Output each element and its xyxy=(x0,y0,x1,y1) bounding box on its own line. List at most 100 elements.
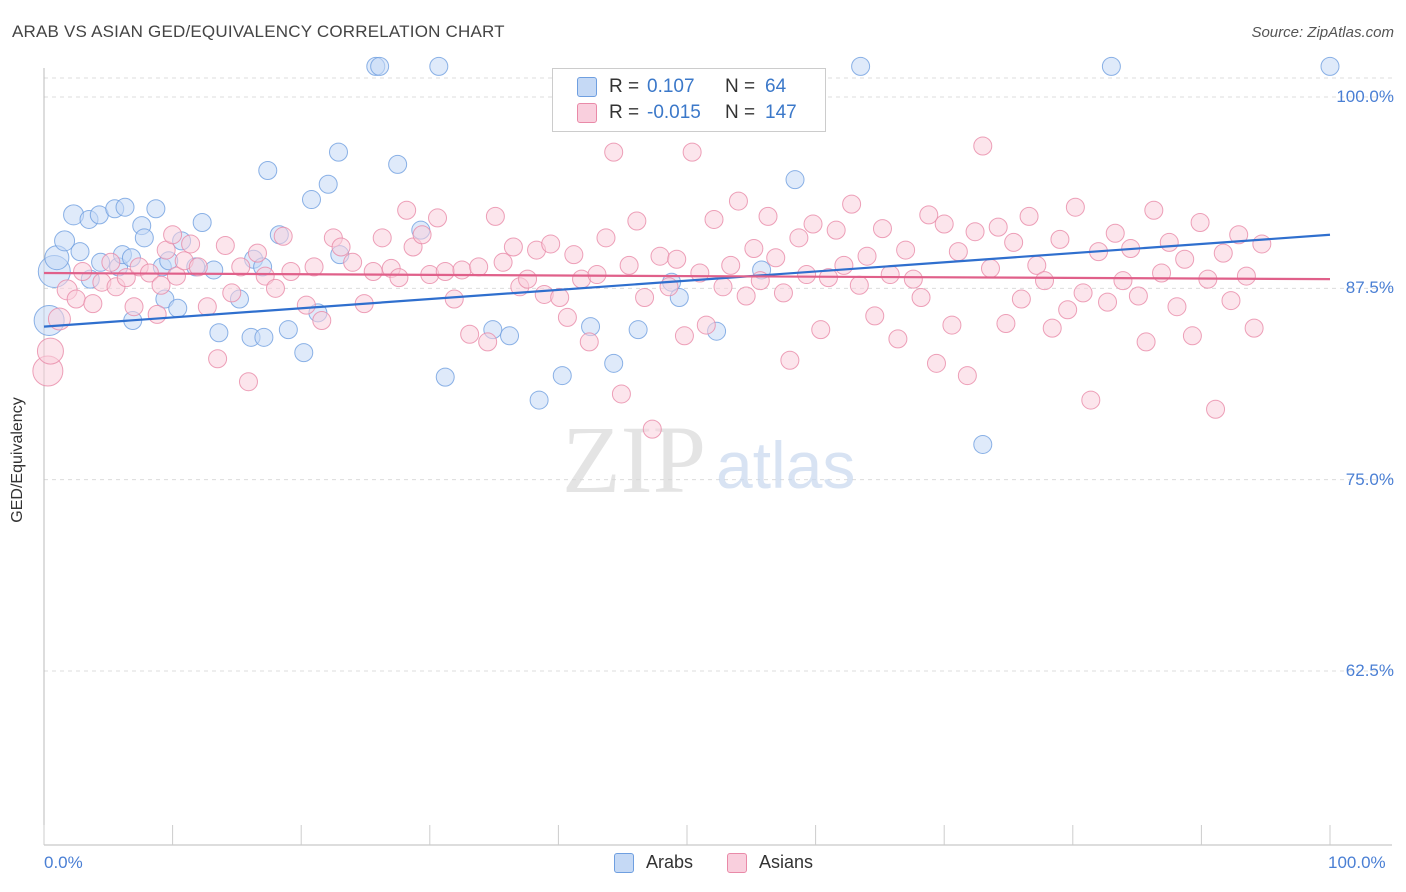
legend-swatch-asians xyxy=(577,103,597,123)
point-asians xyxy=(1073,283,1093,303)
y-tick-label: 100.0% xyxy=(1336,87,1394,106)
point-asians xyxy=(1144,200,1164,220)
point-asians xyxy=(713,277,733,297)
point-arabs xyxy=(278,320,298,340)
point-asians xyxy=(550,288,570,308)
point-asians xyxy=(1213,243,1233,263)
point-asians xyxy=(238,372,258,392)
point-asians xyxy=(903,269,923,289)
point-asians xyxy=(948,242,968,262)
point-asians xyxy=(667,249,687,269)
point-asians xyxy=(744,239,764,259)
point-asians xyxy=(704,209,724,229)
point-arabs xyxy=(294,343,314,363)
trend-lines xyxy=(43,233,1331,328)
y-tick-label: 75.0% xyxy=(1345,469,1394,489)
point-asians xyxy=(312,310,332,330)
watermark-atlas: atlas xyxy=(716,428,855,502)
point-asians xyxy=(372,228,392,248)
point-arabs xyxy=(500,326,520,346)
point-asians xyxy=(1098,292,1118,312)
point-asians xyxy=(564,245,584,265)
point-asians xyxy=(872,219,892,239)
point-asians xyxy=(1244,318,1264,338)
point-asians xyxy=(1050,229,1070,249)
legend-swatch-asians xyxy=(727,852,748,873)
point-asians xyxy=(304,257,324,277)
legend-swatch-arabs xyxy=(614,852,634,873)
point-asians xyxy=(1042,318,1062,338)
point-asians xyxy=(518,269,538,289)
x-tick-label-min: 0.0% xyxy=(44,853,83,872)
point-asians xyxy=(73,261,93,281)
point-asians xyxy=(988,217,1008,237)
point-asians xyxy=(934,214,954,234)
point-asians xyxy=(803,214,823,234)
legend-label-arabs: Arabs xyxy=(646,852,694,872)
point-asians xyxy=(478,332,498,352)
point-asians xyxy=(181,234,201,254)
point-asians xyxy=(1128,286,1148,306)
point-arabs xyxy=(209,323,229,343)
point-asians xyxy=(231,257,251,277)
trend-line-arabs xyxy=(43,233,1331,328)
point-arabs xyxy=(604,353,624,373)
point-asians xyxy=(1229,225,1249,245)
point-asians xyxy=(166,266,186,286)
point-asians xyxy=(1175,249,1195,269)
trend-line-asians xyxy=(43,271,1331,281)
point-asians xyxy=(435,261,455,281)
point-asians xyxy=(265,278,285,298)
point-asians xyxy=(255,266,275,286)
point-asians xyxy=(1004,232,1024,252)
point-asians xyxy=(389,268,409,288)
point-asians xyxy=(721,255,741,275)
point-asians xyxy=(247,243,267,263)
source-label: Source: ZipAtlas.com xyxy=(1251,24,1394,41)
legend-item-arabs[interactable]: Arabs xyxy=(614,852,693,873)
point-asians xyxy=(1105,223,1125,243)
point-arabs xyxy=(429,56,449,76)
point-asians xyxy=(66,289,86,309)
legend-r-value: 0.107 xyxy=(647,76,695,97)
point-arabs xyxy=(168,298,188,318)
point-asians xyxy=(1167,297,1187,317)
legend-r-value: -0.015 xyxy=(647,102,701,123)
point-asians xyxy=(281,261,301,281)
y-tick-label: 62.5% xyxy=(1345,661,1394,680)
point-asians xyxy=(1019,206,1039,226)
point-arabs xyxy=(370,56,390,76)
chart-title: ARAB VS ASIAN GED/EQUIVALENCY CORRELATIO… xyxy=(12,22,505,41)
legend-r-label: R = xyxy=(609,102,640,123)
legend-label-asians: Asians xyxy=(759,852,814,872)
point-arabs xyxy=(204,260,224,280)
point-arabs xyxy=(258,160,278,180)
point-arabs xyxy=(328,142,348,162)
point-arabs xyxy=(54,230,76,252)
point-asians xyxy=(1113,271,1133,291)
point-asians xyxy=(444,289,464,309)
point-asians xyxy=(690,263,710,283)
point-asians xyxy=(1136,332,1156,352)
legend-row-arabs: R = 0.107 N = 64 xyxy=(577,75,786,99)
legend-item-asians[interactable]: Asians xyxy=(727,852,813,873)
point-asians xyxy=(642,419,662,439)
point-arabs xyxy=(318,174,338,194)
point-arabs xyxy=(134,228,154,248)
point-asians xyxy=(460,324,480,344)
stats-legend: R = 0.107 N = 64 R = -0.015 N = 147 xyxy=(552,68,826,132)
legend-swatch-arabs xyxy=(577,77,597,97)
point-asians xyxy=(1236,266,1256,286)
point-asians xyxy=(557,307,577,327)
point-asians xyxy=(834,255,854,275)
point-asians xyxy=(888,329,908,349)
legend-r-label: R = xyxy=(609,76,640,97)
point-asians xyxy=(579,332,599,352)
point-asians xyxy=(1206,399,1226,419)
point-asians xyxy=(1190,213,1210,233)
point-asians xyxy=(331,237,351,257)
point-asians xyxy=(919,205,939,225)
point-arabs xyxy=(192,213,212,233)
point-asians xyxy=(428,208,448,228)
point-asians xyxy=(780,350,800,370)
